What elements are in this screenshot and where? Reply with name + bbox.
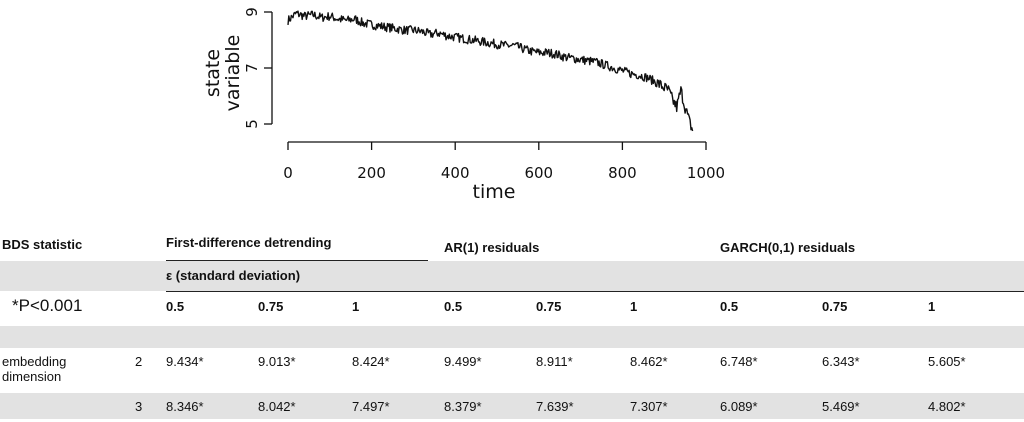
table-cell: 5.469*	[822, 399, 860, 414]
y-tick-label: 9	[243, 7, 261, 17]
table-row: 3 8.346* 8.042* 7.497* 8.379* 7.639* 7.3…	[0, 393, 1024, 419]
epsilon-col-6: 1	[630, 299, 638, 314]
epsilon-col-1: 0.5	[166, 299, 185, 314]
epsilon-col-8: 0.75	[822, 299, 848, 314]
table-cell: 8.424*	[352, 354, 390, 369]
table-header-row-2: ε (standard deviation)	[0, 261, 1024, 291]
table-header-row-3: *P<0.001 0.5 0.75 1 0.5 0.75 1 0.5 0.75 …	[0, 292, 1024, 322]
epsilon-col-2: 0.75	[258, 299, 284, 314]
x-tick-label: 0	[283, 164, 293, 182]
table-cell: 7.497*	[352, 399, 390, 414]
garch-residuals-header: GARCH(0,1) residuals	[720, 240, 856, 255]
table-cell: 8.042*	[258, 399, 296, 414]
bds-statistic-header: BDS statistic	[2, 237, 83, 252]
ar1-residuals-header: AR(1) residuals	[444, 240, 540, 255]
table-cell: 6.748*	[720, 354, 758, 369]
epsilon-underline	[166, 291, 1024, 292]
table-cell: 8.346*	[166, 399, 204, 414]
dimension-value: 2	[135, 354, 143, 369]
x-axis-label: time	[473, 181, 516, 203]
table-cell: 6.089*	[720, 399, 758, 414]
table-row: embedding dimension 2 9.434* 9.013* 8.42…	[0, 348, 1024, 390]
table-cell: 6.343*	[822, 354, 860, 369]
y-tick-label: 5	[243, 119, 261, 129]
x-tick-label: 400	[441, 164, 470, 182]
x-tick-label: 1000	[687, 164, 725, 182]
first-difference-underline	[166, 260, 428, 261]
table-cell: 7.639*	[536, 399, 574, 414]
table-cell: 9.013*	[258, 354, 296, 369]
dimension-value: 3	[135, 399, 143, 414]
epsilon-header: ε (standard deviation)	[166, 268, 301, 283]
table-cell: 8.911*	[536, 354, 573, 369]
epsilon-col-9: 1	[928, 299, 936, 314]
embedding-dimension-label: embedding dimension	[2, 354, 67, 384]
epsilon-col-5: 0.75	[536, 299, 562, 314]
epsilon-col-4: 0.5	[444, 299, 463, 314]
table-cell: 9.499*	[444, 354, 482, 369]
epsilon-col-3: 1	[352, 299, 360, 314]
table-cell: 9.434*	[166, 354, 204, 369]
y-tick-label: 7	[243, 63, 261, 73]
table-cell: 5.605*	[928, 354, 966, 369]
epsilon-col-7: 0.5	[720, 299, 739, 314]
significance-note: *P<0.001	[12, 296, 83, 315]
series-line	[287, 10, 694, 132]
state-variable-line-chart: 0 200 400 600 800 1000 5 7 9 time statevariable	[202, 7, 725, 203]
table-cell: 8.379*	[444, 399, 482, 414]
table-cell: 4.802*	[928, 399, 966, 414]
table-header-row-1: BDS statistic First-difference detrendin…	[0, 228, 1024, 258]
y-axis-label: statevariable	[202, 35, 244, 112]
first-difference-header: First-difference detrending	[166, 235, 332, 250]
spacer-row	[0, 326, 1024, 348]
x-tick-label: 600	[524, 164, 553, 182]
x-tick-label: 800	[608, 164, 637, 182]
table-cell: 8.462*	[630, 354, 668, 369]
table-cell: 7.307*	[630, 399, 668, 414]
x-tick-label: 200	[357, 164, 386, 182]
